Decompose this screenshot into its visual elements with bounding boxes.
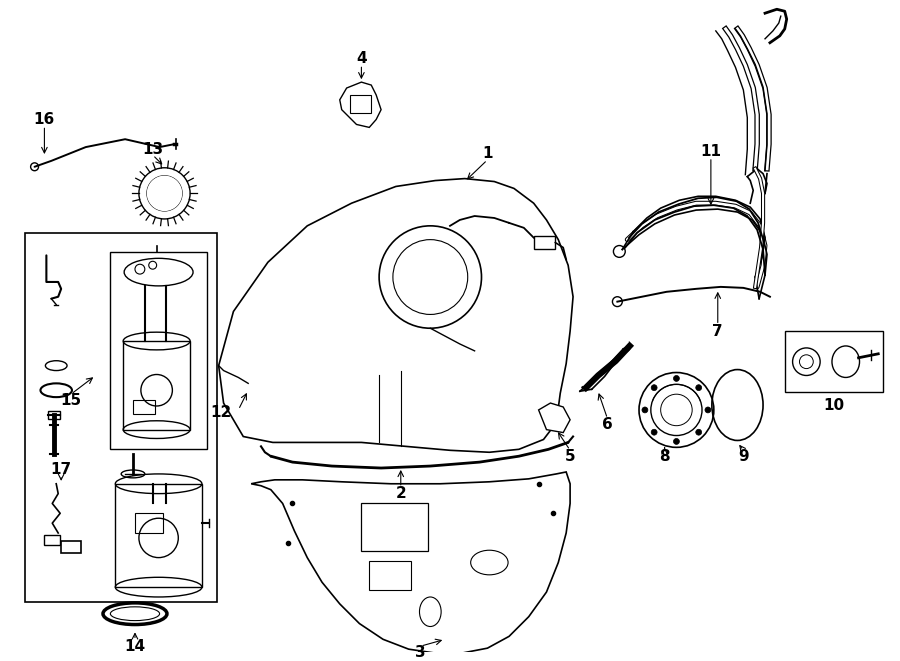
- Circle shape: [642, 407, 648, 413]
- Bar: [369, 561, 410, 590]
- Circle shape: [673, 375, 680, 381]
- Text: 11: 11: [700, 143, 722, 159]
- Circle shape: [673, 438, 680, 444]
- Bar: [61, 541, 81, 553]
- Circle shape: [705, 407, 711, 413]
- Text: 9: 9: [738, 449, 749, 464]
- Bar: [349, 95, 371, 112]
- Text: 14: 14: [124, 639, 146, 654]
- Text: 13: 13: [142, 141, 163, 157]
- Circle shape: [652, 385, 657, 391]
- Bar: [135, 514, 163, 533]
- Bar: [111, 253, 207, 449]
- Bar: [123, 341, 190, 430]
- Text: 8: 8: [660, 449, 670, 464]
- Text: 5: 5: [565, 449, 575, 464]
- Text: 3: 3: [415, 644, 426, 660]
- Bar: [49, 411, 60, 419]
- Bar: [44, 535, 60, 545]
- Bar: [534, 236, 555, 249]
- Text: 1: 1: [482, 147, 492, 161]
- Bar: [133, 400, 155, 414]
- Bar: [362, 504, 428, 551]
- Polygon shape: [339, 82, 381, 128]
- Bar: [115, 484, 202, 587]
- Text: 7: 7: [713, 324, 723, 338]
- Text: 17: 17: [50, 461, 72, 477]
- Circle shape: [696, 429, 702, 435]
- Circle shape: [652, 429, 657, 435]
- Circle shape: [696, 385, 702, 391]
- Text: 16: 16: [34, 112, 55, 127]
- Polygon shape: [538, 403, 570, 432]
- Text: 10: 10: [824, 397, 844, 412]
- Bar: [785, 331, 883, 392]
- Text: 4: 4: [356, 51, 366, 66]
- Bar: [24, 233, 217, 602]
- Text: 12: 12: [211, 405, 231, 420]
- Circle shape: [147, 176, 182, 211]
- Text: 6: 6: [602, 417, 613, 432]
- Text: 2: 2: [395, 486, 406, 501]
- Text: 15: 15: [60, 393, 82, 408]
